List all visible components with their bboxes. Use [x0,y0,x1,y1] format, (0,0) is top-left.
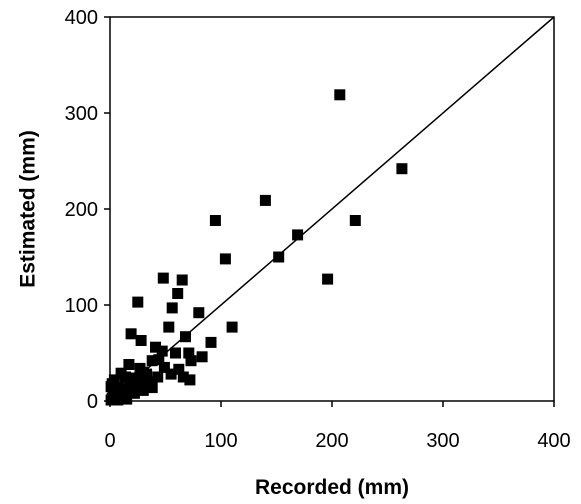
data-point-37 [120,371,131,383]
x-tick-label-4: 400 [537,430,570,452]
data-point-4 [349,215,361,226]
axes: 0 100 200 300 400 0 100 200 300 400 [65,7,571,452]
y-tick-label-1: 100 [65,295,98,317]
data-point-69 [134,362,146,374]
data-point-13 [166,302,178,314]
reference-line [109,16,555,402]
data-point-67 [141,368,153,380]
y-tick-label-4: 400 [65,7,98,29]
data-point-39 [143,376,155,388]
data-point-2 [259,194,271,206]
data-point-36 [184,374,196,386]
x-axis-title: Recorded (mm) [255,476,409,499]
data-point-20 [205,336,217,348]
data-point-28 [123,359,135,370]
data-point-33 [165,368,177,380]
data-point-64 [108,391,120,403]
data-point-29 [158,361,170,373]
data-point-61 [107,384,119,395]
data-point-18 [180,331,191,343]
data-point-62 [106,378,118,390]
data-point-19 [135,335,147,346]
data-point-14 [193,307,205,319]
data-point-9 [157,272,169,284]
data-point-0 [334,89,346,101]
x-tick-label-1: 100 [204,430,237,452]
data-point-1 [396,163,408,175]
data-point-25 [196,351,208,363]
x-tick-label-3: 300 [426,430,459,452]
y-tick-label-3: 300 [65,103,98,125]
data-point-21 [150,341,161,353]
data-point-16 [163,321,175,333]
y-axis-title: Estimated (mm) [17,130,40,288]
data-point-8 [322,273,334,285]
data-point-5 [292,229,304,241]
data-point-11 [172,288,184,299]
data-point-66 [131,374,143,386]
data-point-68 [153,354,165,366]
data-point-27 [146,355,158,367]
data-point-46 [137,384,149,396]
data-point-12 [132,296,144,308]
data-point-17 [125,328,137,340]
data-point-6 [273,251,285,263]
data-point-59 [126,384,138,395]
data-point-26 [185,355,197,367]
data-point-34 [177,371,189,383]
data-point-44 [146,382,158,394]
data-point-10 [176,274,188,286]
data-point-35 [152,371,164,383]
data-point-7 [219,253,231,265]
y-tick-label-0: 0 [87,391,98,413]
x-tick-label-2: 200 [315,430,348,452]
data-point-22 [170,347,181,359]
data-point-23 [156,345,168,357]
data-point-30 [173,363,185,375]
plot-area [105,16,555,406]
data-point-65 [115,392,127,404]
data-point-3 [209,215,221,226]
data-point-15 [226,321,238,333]
y-tick-label-2: 200 [65,199,98,221]
data-point-24 [183,347,195,359]
x-tick-label-0: 0 [104,430,115,452]
